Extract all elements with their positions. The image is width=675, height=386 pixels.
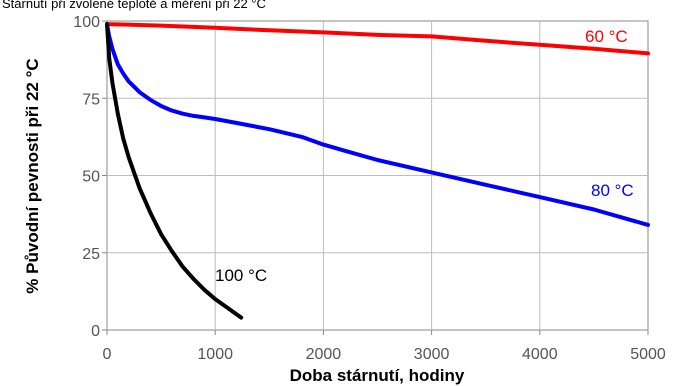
series-label-60c: 60 °C <box>585 27 628 46</box>
y-tick-label: 100 <box>73 14 100 31</box>
x-tick-label: 0 <box>103 346 112 363</box>
x-axis-title: Doba stárnutí, hodiny <box>290 366 465 385</box>
x-tick-label: 2000 <box>306 346 342 363</box>
grid-lines <box>102 20 649 335</box>
series-line-0 <box>105 22 650 56</box>
y-tick-label: 25 <box>82 246 100 263</box>
y-tick-label: 50 <box>82 169 100 186</box>
x-tick-labels: 0 1000 2000 3000 4000 5000 <box>103 346 666 363</box>
x-tick-label: 4000 <box>522 346 558 363</box>
x-tick-label: 3000 <box>414 346 450 363</box>
series-label-80c: 80 °C <box>591 181 634 200</box>
series-label-100c: 100 °C <box>215 266 267 285</box>
y-tick-label: 0 <box>91 323 100 340</box>
y-axis-title: % Původní pevnosti při 22 °C <box>23 58 42 293</box>
series-line-2 <box>105 22 244 320</box>
chart-title: Stárnutí při zvolené teplotě a měření př… <box>2 0 266 11</box>
series-line-1 <box>105 22 650 227</box>
data-series <box>105 22 650 320</box>
y-tick-label: 75 <box>82 91 100 108</box>
y-tick-labels: 0 25 50 75 100 <box>73 14 100 340</box>
x-tick-label: 5000 <box>630 346 666 363</box>
x-tick-label: 1000 <box>197 346 233 363</box>
